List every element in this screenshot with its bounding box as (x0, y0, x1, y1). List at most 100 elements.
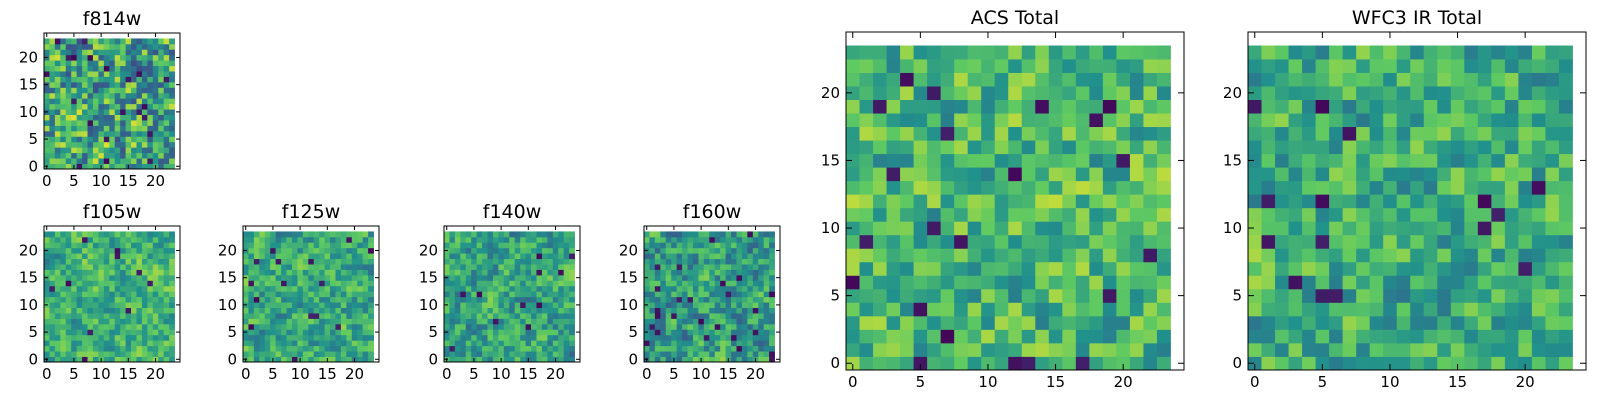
heatmap-cell (114, 76, 121, 83)
heatmap-cell (346, 264, 353, 270)
heatmap-cell (547, 323, 554, 330)
heatmap-cell (44, 258, 50, 265)
heatmap-cell (1275, 315, 1289, 330)
heatmap-cell (454, 285, 461, 292)
heatmap-cell (131, 345, 137, 352)
heatmap-cell (846, 302, 860, 317)
y-tick-label: 10 (1223, 219, 1242, 237)
heatmap-cell (927, 248, 942, 263)
heatmap-cell (859, 315, 874, 330)
heatmap-cell (541, 242, 548, 249)
heatmap-cell (563, 296, 570, 303)
heatmap-cell (954, 72, 969, 87)
heatmap-cell (114, 125, 121, 132)
heatmap-cell (335, 285, 342, 292)
heatmap-cell (913, 329, 928, 344)
heatmap-cell (654, 291, 661, 298)
heatmap-cell (846, 180, 860, 195)
heatmap-cell (1156, 140, 1171, 155)
heatmap-cell (82, 334, 88, 341)
heatmap-cell (720, 323, 726, 330)
heatmap-cell (109, 291, 116, 298)
heatmap-cell (259, 329, 266, 336)
heatmap-cell (152, 38, 159, 45)
heatmap-cell (152, 54, 159, 61)
heatmap-cell (660, 323, 667, 330)
heatmap-cell (514, 231, 521, 238)
heatmap-cell (1062, 302, 1077, 317)
heatmap-cell (136, 65, 143, 72)
heatmap-cell (536, 242, 543, 249)
heatmap-cell (487, 313, 494, 319)
heatmap-cell (536, 296, 543, 303)
heatmap-cell (1558, 248, 1573, 263)
heatmap-cell (44, 269, 50, 276)
heatmap-cell (709, 280, 716, 287)
heatmap-cell (98, 302, 105, 308)
heatmap-cell (736, 356, 743, 363)
heatmap-cell (362, 323, 369, 330)
heatmap-cell (547, 313, 554, 319)
heatmap-cell (141, 43, 148, 50)
heatmap-cell (1329, 167, 1344, 182)
heatmap-cell (109, 65, 116, 72)
heatmap-cell (169, 258, 175, 265)
heatmap-cell (1410, 315, 1425, 330)
heatmap-cell (731, 280, 737, 287)
heatmap-cell (1288, 288, 1303, 303)
heatmap-cell (141, 356, 148, 363)
heatmap-cell (444, 307, 450, 314)
heatmap-cell (152, 114, 159, 121)
heatmap-cell (98, 340, 105, 347)
heatmap-cell (136, 158, 143, 164)
heatmap-cell (981, 59, 996, 73)
heatmap-cell (147, 109, 154, 115)
heatmap-cell (954, 59, 969, 73)
heatmap-cell (103, 49, 110, 56)
heatmap-cell (147, 313, 154, 319)
heatmap-cell (92, 163, 99, 170)
heatmap-cell (676, 323, 683, 330)
heatmap-cell (487, 318, 494, 325)
heatmap-cell (49, 280, 56, 287)
heatmap-cell (454, 334, 461, 341)
heatmap-cell (569, 318, 575, 325)
heatmap-cell (324, 334, 331, 341)
heatmap-cell (92, 141, 99, 148)
heatmap-cell (927, 356, 942, 371)
heatmap-cell (44, 147, 50, 154)
heatmap-cell (558, 356, 565, 363)
heatmap-cell (741, 318, 748, 325)
heatmap-cell (362, 345, 369, 352)
heatmap-cell (141, 318, 148, 325)
heatmap-cell (346, 269, 353, 276)
heatmap-cell (286, 291, 293, 298)
heatmap-cell (1464, 153, 1479, 168)
heatmap-cell (346, 274, 353, 281)
heatmap-cell (368, 291, 374, 298)
heatmap-cell (1437, 86, 1452, 100)
heatmap-cell (981, 86, 996, 100)
heatmap-cell (741, 236, 748, 243)
heatmap-cell (270, 236, 277, 243)
heatmap-cell (654, 274, 661, 281)
heatmap-cell (1261, 248, 1276, 263)
heatmap-cell (563, 313, 570, 319)
heatmap-cell (967, 275, 982, 290)
heatmap-cell (1288, 342, 1303, 357)
heatmap-cell (340, 334, 347, 341)
heatmap-cell (281, 313, 287, 319)
heatmap-cell (454, 313, 461, 319)
heatmap-cell (736, 307, 743, 314)
heatmap-cell (1558, 59, 1573, 73)
heatmap-cell (1075, 275, 1090, 290)
heatmap-cell (141, 269, 148, 276)
heatmap-cell (335, 323, 342, 330)
heatmap-cell (340, 323, 347, 330)
heatmap-cell (913, 45, 928, 60)
heatmap-cell (1275, 356, 1289, 371)
heatmap-cell (1048, 86, 1063, 100)
heatmap-cell (1396, 342, 1411, 357)
heatmap-cell (297, 231, 304, 238)
